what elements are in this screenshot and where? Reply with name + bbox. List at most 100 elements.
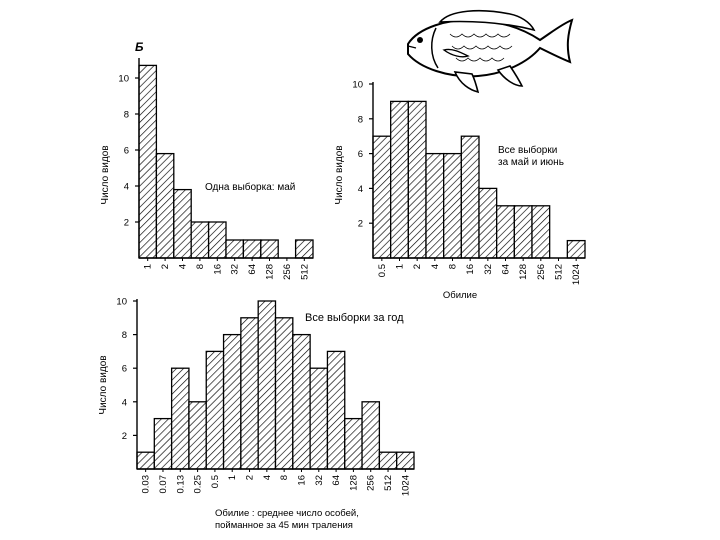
y-tick-label: 6 [124, 146, 129, 157]
x-tick-label: 8 [448, 264, 459, 269]
bar [260, 239, 279, 259]
x-tick-label: 128 [348, 475, 359, 491]
fish-scales [449, 33, 513, 62]
bar [153, 417, 173, 470]
x-tick-label: 1 [227, 475, 238, 480]
panel-letter: Б [135, 40, 144, 54]
y-tick-label: 2 [122, 431, 127, 442]
x-tick-label: 0.5 [377, 264, 388, 277]
bar [240, 317, 259, 470]
bar [205, 350, 225, 470]
x-tick-label: 0.13 [175, 475, 186, 494]
x-tick-label: 4 [178, 264, 189, 269]
fish-eye [417, 37, 423, 43]
x-tick-label: 32 [230, 264, 241, 275]
fish-pectoral-fin [442, 48, 470, 58]
bar [188, 401, 207, 470]
x-tick-label: 128 [265, 264, 276, 280]
x-tick-label: 8 [195, 264, 206, 269]
y-tick-label: 4 [122, 397, 127, 408]
bar [222, 333, 242, 470]
bar [138, 64, 158, 259]
x-tick-label: 64 [331, 475, 342, 486]
x-tick-label: 16 [212, 264, 223, 275]
x-tick-label: 16 [296, 475, 307, 486]
bar [173, 188, 192, 259]
y-tick-label: 2 [124, 218, 129, 229]
y-tick-label: 8 [124, 110, 129, 121]
bar [407, 100, 427, 259]
y-tick-label: 8 [358, 114, 363, 125]
bar [207, 221, 227, 259]
bar [225, 239, 245, 259]
x-tick-label: 1 [395, 264, 406, 269]
y-tick-label: 4 [124, 182, 129, 193]
chart-2: 2 4 6 8 10 0.5 1 2 4 8 16 32 64 128 256 512 1024 Число ви… [334, 80, 586, 301]
y-axis-label: Число видов [334, 145, 345, 204]
x-tick-label: 512 [554, 264, 565, 280]
bar [257, 300, 277, 470]
x-tick-label: 0.25 [193, 475, 204, 494]
x-tick-label: 16 [465, 264, 476, 275]
x-tick-label: 2 [160, 264, 171, 269]
bar [361, 401, 381, 470]
chart-annotation: Все выборки за год [305, 312, 404, 324]
bar [390, 100, 409, 259]
fish-anal-fin [496, 65, 524, 87]
bar [326, 350, 346, 470]
bar [274, 317, 294, 470]
fish-mouth [407, 45, 417, 49]
bar [478, 187, 498, 259]
bar [513, 205, 533, 259]
y-tick-label: 6 [122, 364, 127, 375]
bar [344, 417, 363, 470]
x-tick-label: 8 [279, 475, 290, 480]
x-tick-label: 2 [412, 264, 423, 269]
x-axis-label: Обилие : среднее число особей, пойманное … [215, 508, 359, 531]
bar [566, 239, 586, 259]
bar [396, 451, 415, 470]
fish-dorsal-fin [438, 9, 536, 32]
x-tick-label: 128 [518, 264, 529, 280]
x-tick-label: 256 [366, 475, 377, 491]
y-tick-label: 10 [118, 74, 129, 85]
bar [443, 152, 462, 259]
bar [531, 205, 551, 259]
y-tick-label: 4 [358, 184, 363, 195]
bar [425, 152, 445, 259]
bar [292, 333, 311, 470]
y-tick-label: 10 [116, 297, 127, 308]
chart-annotation: Все выборки за май и июнь [498, 144, 564, 168]
y-axis-label: Число видов [98, 355, 109, 414]
chart-3: 2 4 6 8 10 0.03 0.07 0.13 0.25 0.5 1 2 4 8 16 32 64 128 25… [98, 297, 415, 531]
x-tick-label: 256 [536, 264, 547, 280]
x-tick-label: 1024 [571, 264, 582, 285]
x-tick-label: 1024 [400, 475, 411, 496]
x-tick-label: 4 [262, 475, 273, 480]
x-tick-label: 32 [483, 264, 494, 275]
fish-gill [431, 27, 439, 69]
bar [190, 221, 210, 259]
x-tick-label: 4 [430, 264, 441, 269]
bar [378, 451, 398, 470]
x-tick-label: 512 [383, 475, 394, 491]
x-axis-label: Обилие [443, 290, 477, 301]
y-tick-label: 2 [358, 219, 363, 230]
x-tick-label: 0.5 [210, 475, 221, 488]
fish-illustration [407, 9, 574, 94]
x-tick-label: 0.07 [158, 475, 169, 494]
bar [372, 135, 392, 259]
chart-annotation: Одна выборка: май [205, 181, 295, 193]
x-tick-label: 64 [501, 264, 512, 275]
bar [136, 451, 155, 470]
y-tick-label: 6 [358, 149, 363, 160]
y-tick-label: 10 [352, 80, 363, 91]
bar [242, 239, 262, 259]
x-tick-label: 512 [299, 264, 310, 280]
x-tick-label: 2 [245, 475, 256, 480]
bar [460, 135, 480, 259]
x-tick-label: 0.03 [141, 475, 152, 494]
y-tick-label: 8 [122, 330, 127, 341]
